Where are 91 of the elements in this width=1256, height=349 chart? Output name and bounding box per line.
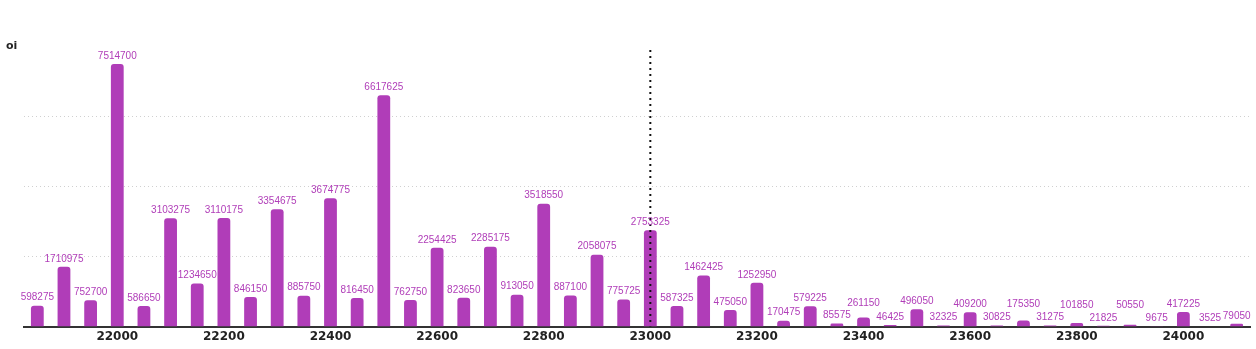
x-tick-label: 23800 (1055, 328, 1098, 343)
bar (57, 266, 71, 327)
data-label: 913050 (500, 280, 535, 292)
data-label: 409200 (953, 298, 988, 310)
bar (1176, 312, 1190, 327)
x-tick-label: 22400 (309, 328, 352, 343)
data-label: 31275 (1036, 311, 1065, 323)
data-label: 3354675 (257, 195, 298, 207)
data-label: 261150 (847, 297, 881, 309)
bar (430, 247, 444, 327)
bar (270, 209, 284, 327)
x-tick-label: 24000 (1162, 328, 1205, 343)
data-label: 7514700 (97, 49, 138, 61)
bar (110, 63, 124, 327)
data-label: 3103275 (151, 203, 191, 215)
data-label: 46425 (876, 310, 905, 322)
bar (803, 306, 817, 327)
y-axis-title: oi (6, 38, 18, 52)
data-label: 3110175 (204, 203, 244, 215)
bar (244, 297, 257, 327)
data-label: 1234650 (177, 269, 218, 281)
bar (697, 275, 711, 327)
data-label: 1462425 (684, 261, 724, 273)
bar (484, 246, 497, 327)
data-label: 175350 (1006, 298, 1041, 310)
data-label: 752700 (73, 286, 108, 298)
bar (377, 95, 391, 327)
data-label: 101850 (1060, 298, 1094, 310)
bar (510, 294, 524, 327)
data-label: 85575 (822, 309, 852, 321)
x-tick-label: 23200 (736, 328, 778, 343)
data-label: 3525 (1198, 312, 1222, 324)
bar (670, 306, 684, 327)
bar (590, 254, 604, 327)
bar (563, 295, 577, 327)
data-label: 579225 (793, 292, 828, 304)
bar (84, 300, 98, 327)
bar (324, 198, 337, 327)
x-tick-label: 23400 (842, 328, 885, 343)
bar (164, 218, 177, 327)
bar (350, 298, 364, 327)
data-label: 170475 (766, 306, 801, 318)
data-label: 30825 (982, 311, 1012, 323)
data-label: 762750 (393, 285, 428, 297)
x-tick-label: 23600 (949, 328, 992, 343)
data-label: 823650 (447, 283, 481, 295)
data-label: 598275 (20, 291, 55, 303)
data-label: 2058075 (577, 240, 617, 252)
bar (297, 295, 311, 327)
x-tick-label: 23000 (629, 328, 672, 343)
data-label: 775725 (606, 285, 641, 297)
bar (750, 282, 764, 327)
bar (30, 305, 44, 327)
data-label: 3518550 (524, 189, 564, 201)
bar (217, 217, 231, 327)
x-tick-label: 22800 (522, 328, 565, 343)
data-label: 9675 (1145, 312, 1169, 324)
data-label: 816450 (340, 283, 375, 295)
data-label: 6617625 (364, 81, 404, 93)
data-label: 1252950 (737, 268, 777, 280)
data-label: 887100 (553, 281, 588, 293)
data-label: 1710975 (44, 252, 84, 264)
data-label: 32325 (929, 311, 958, 323)
x-tick-label: 22200 (203, 328, 245, 343)
bar (963, 312, 977, 327)
x-tick-label: 22000 (96, 328, 139, 343)
data-label: 21825 (1089, 311, 1118, 323)
bar (723, 310, 737, 327)
data-label: 79050 (1222, 309, 1252, 321)
data-label: 2285175 (470, 232, 511, 244)
data-label: 3674775 (311, 183, 351, 195)
bar (190, 283, 204, 327)
bar (643, 230, 657, 327)
bar (137, 306, 151, 327)
x-tick-label: 22600 (416, 328, 458, 343)
bar (617, 299, 631, 327)
bar (537, 203, 551, 327)
data-label: 2254425 (417, 233, 458, 245)
bar (857, 317, 870, 327)
data-label: 475050 (713, 295, 748, 307)
data-label: 587325 (660, 291, 695, 303)
data-label: 885750 (287, 281, 321, 293)
data-label: 586650 (127, 291, 162, 303)
data-label: 50550 (1116, 298, 1145, 310)
bar (910, 309, 924, 327)
data-label: 496050 (900, 295, 934, 307)
bar (404, 299, 417, 327)
bar (457, 297, 471, 327)
data-label: 2753325 (630, 216, 671, 228)
data-label: 846150 (233, 282, 268, 294)
data-label: 417225 (1166, 297, 1201, 309)
